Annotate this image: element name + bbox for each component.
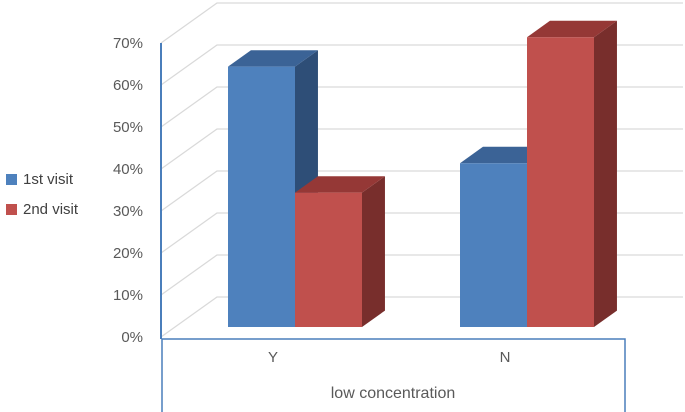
chart-legend: 1st visit 2nd visit	[6, 172, 78, 217]
y-axis-tick-label: 60%	[113, 77, 143, 94]
bar-2nd-visit-N-side-face	[594, 20, 617, 328]
bar-2nd-visit-Y-side-face	[362, 176, 385, 327]
y-axis-tick-label: 70%	[113, 35, 143, 52]
x-axis-category-label: N	[500, 349, 511, 366]
bar-2nd-visit-Y-front-face	[295, 192, 362, 327]
bar-2nd-visit-N-front-face	[527, 37, 594, 327]
bar-1st-visit-N-front-face	[460, 163, 527, 327]
category-axis-box	[161, 338, 626, 412]
legend-label-1st-visit: 1st visit	[23, 171, 74, 188]
y-axis-tick-label: 0%	[121, 329, 143, 346]
bar-2nd-visit-N-top-face	[527, 20, 617, 38]
x-axis-title: low concentration	[331, 385, 456, 402]
legend-label-2nd-visit: 2nd visit	[23, 201, 79, 218]
bar-1st-visit-Y-front-face	[228, 66, 295, 327]
y-axis-tick-label: 20%	[113, 245, 143, 262]
bar-2nd-visit-Y-top-face	[295, 176, 385, 193]
gridline	[160, 2, 683, 44]
y-axis-tick-label: 50%	[113, 119, 143, 136]
legend-item-1st-visit: 1st visit	[6, 172, 78, 187]
x-axis-category-label: Y	[268, 349, 278, 366]
legend-swatch-2nd-visit	[6, 204, 17, 215]
legend-swatch-1st-visit	[6, 174, 17, 185]
bar-1st-visit-Y-top-face	[228, 50, 318, 67]
y-axis-tick-label: 40%	[113, 161, 143, 178]
y-axis-tick-label: 10%	[113, 287, 143, 304]
legend-item-2nd-visit: 2nd visit	[6, 202, 78, 217]
y-axis-tick-label: 30%	[113, 203, 143, 220]
